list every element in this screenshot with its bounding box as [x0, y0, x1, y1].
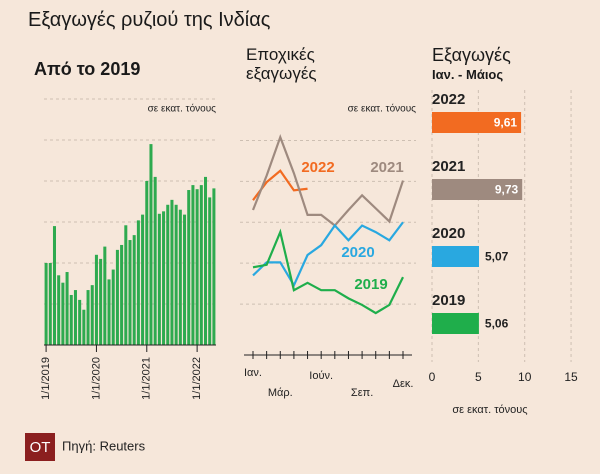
bar	[111, 269, 115, 345]
chart-subtitle: Ιαν. - Μάιος	[432, 67, 504, 82]
bar	[44, 263, 48, 345]
logo-box	[25, 433, 55, 461]
bar	[90, 285, 94, 345]
bar	[103, 246, 107, 345]
bar	[157, 213, 161, 345]
x-tick-label: 1/1/2022	[191, 357, 203, 400]
line-series	[252, 221, 404, 288]
bar	[153, 176, 157, 345]
bar	[187, 190, 191, 345]
bar	[174, 204, 178, 345]
bar	[199, 185, 203, 345]
logo: OT	[30, 439, 51, 456]
bar	[432, 179, 523, 200]
bar	[432, 246, 479, 267]
bar	[48, 263, 52, 345]
x-tick-label: 1/1/2020	[90, 357, 102, 400]
bar	[52, 226, 56, 345]
value-label: 5,06	[485, 317, 509, 331]
bar	[69, 294, 73, 345]
chart-title: Εποχικές εξαγωγές	[246, 45, 317, 83]
bar	[107, 279, 111, 345]
bar	[170, 199, 174, 345]
bar	[61, 282, 65, 345]
bar	[120, 244, 124, 345]
category-label: 2021	[432, 158, 465, 175]
bar	[162, 211, 166, 345]
category-label: 2022	[432, 91, 465, 108]
bar	[204, 176, 208, 345]
series-label: 2020	[341, 244, 374, 261]
x-tick-label: Ιούν.	[309, 370, 333, 382]
bar	[149, 144, 153, 345]
category-label: 2020	[432, 225, 465, 242]
bar	[73, 290, 77, 345]
value-label: 9,61	[494, 116, 518, 130]
x-tick-label: 0	[429, 370, 436, 384]
series-label: 2022	[301, 159, 334, 176]
bar	[57, 275, 61, 345]
bar	[183, 214, 187, 345]
line-series	[252, 228, 404, 315]
bar	[86, 290, 90, 345]
line-series	[251, 133, 405, 228]
bar	[145, 181, 149, 345]
bar	[82, 309, 86, 345]
x-tick-label: 1/1/2019	[40, 357, 52, 400]
x-tick-label: 10	[518, 370, 532, 384]
series-label: 2021	[370, 159, 403, 176]
x-tick-label: Σεπ.	[351, 387, 373, 399]
series-label: 2019	[354, 276, 387, 293]
main-title: Εξαγωγές ρυζιού της Ινδίας	[28, 9, 271, 31]
bar	[78, 299, 82, 345]
chart-subtitle: σε εκατ. τόνους	[348, 103, 417, 115]
x-axis-label: σε εκατ. τόνους	[452, 404, 527, 416]
bar	[65, 272, 69, 345]
bar	[212, 188, 216, 345]
x-tick-label: 5	[475, 370, 482, 384]
x-tick-label: Ιαν.	[244, 367, 262, 379]
value-label: 9,73	[495, 183, 519, 197]
bar	[99, 258, 103, 345]
x-tick-label: Μάρ.	[268, 387, 293, 399]
bar	[128, 240, 132, 345]
bar	[195, 189, 199, 345]
x-tick-label: Δεκ.	[393, 378, 414, 390]
source: Πηγή: Reuters	[62, 438, 146, 453]
line-series	[252, 169, 308, 201]
bar	[94, 254, 98, 345]
chart-subtitle: σε εκατ. τόνους	[148, 103, 217, 115]
value-label: 5,07	[485, 250, 509, 264]
bar	[432, 112, 522, 133]
chart-title: Εξαγωγές	[432, 45, 511, 65]
bar	[178, 209, 182, 345]
x-tick-label: 15	[564, 370, 578, 384]
bar	[115, 249, 119, 345]
bar	[132, 235, 136, 345]
bar	[208, 197, 212, 345]
bar	[136, 220, 140, 345]
chart-title: Από το 2019	[34, 59, 141, 79]
bar	[124, 225, 128, 345]
bar	[191, 185, 195, 345]
bar	[432, 313, 479, 334]
x-tick-label: 1/1/2021	[141, 357, 153, 400]
category-label: 2019	[432, 292, 465, 309]
bar	[141, 214, 145, 345]
bar	[166, 204, 170, 345]
